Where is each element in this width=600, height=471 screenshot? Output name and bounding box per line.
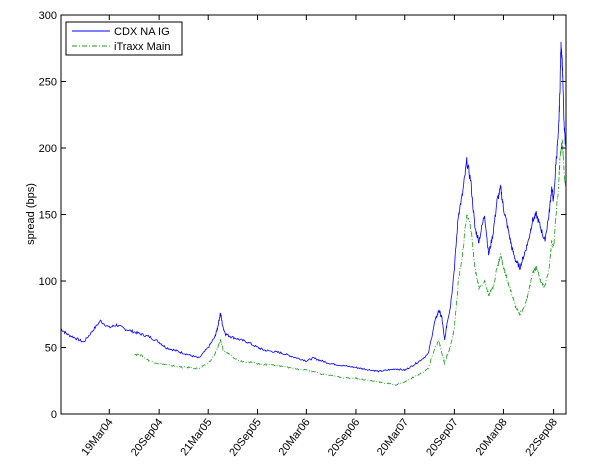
legend-label-itraxx: iTraxx Main (114, 41, 170, 53)
x-tick-label: 20Mar07 (375, 416, 411, 458)
x-tick-label: 20Sep04 (129, 416, 166, 458)
x-tick-label: 20Mar08 (474, 416, 510, 458)
x-tick-label: 21Mar05 (178, 416, 214, 458)
y-tick-label: 250 (39, 77, 57, 89)
y-tick-label: 50 (45, 343, 57, 355)
legend-label-cdx: CDX NA IG (114, 26, 170, 38)
x-tick-label: 20Sep07 (424, 416, 461, 458)
x-tick-label: 22Sep08 (523, 416, 560, 458)
y-axis: 0 50 100 150 200 250 300 (39, 10, 566, 421)
y-tick-label: 100 (39, 276, 57, 288)
plot-area (60, 14, 567, 415)
x-tick-label: 19Mar04 (79, 416, 115, 458)
series-layer (60, 41, 567, 386)
y-tick-label: 200 (39, 143, 57, 155)
legend: CDX NA IG iTraxx Main (65, 21, 183, 56)
legend-box (65, 21, 183, 56)
x-tick-label: 20Sep05 (227, 416, 264, 458)
series-line-cdx-na-ig (60, 41, 567, 373)
y-axis-label: spread (bps) (25, 183, 37, 245)
y-tick-label: 150 (39, 210, 57, 222)
x-tick-label: 20Sep06 (326, 416, 363, 458)
x-tick-label: 20Mar06 (277, 416, 313, 458)
series-line-itraxx-main (134, 139, 567, 386)
y-tick-label: 300 (39, 10, 57, 22)
y-tick-label: 0 (51, 409, 57, 421)
